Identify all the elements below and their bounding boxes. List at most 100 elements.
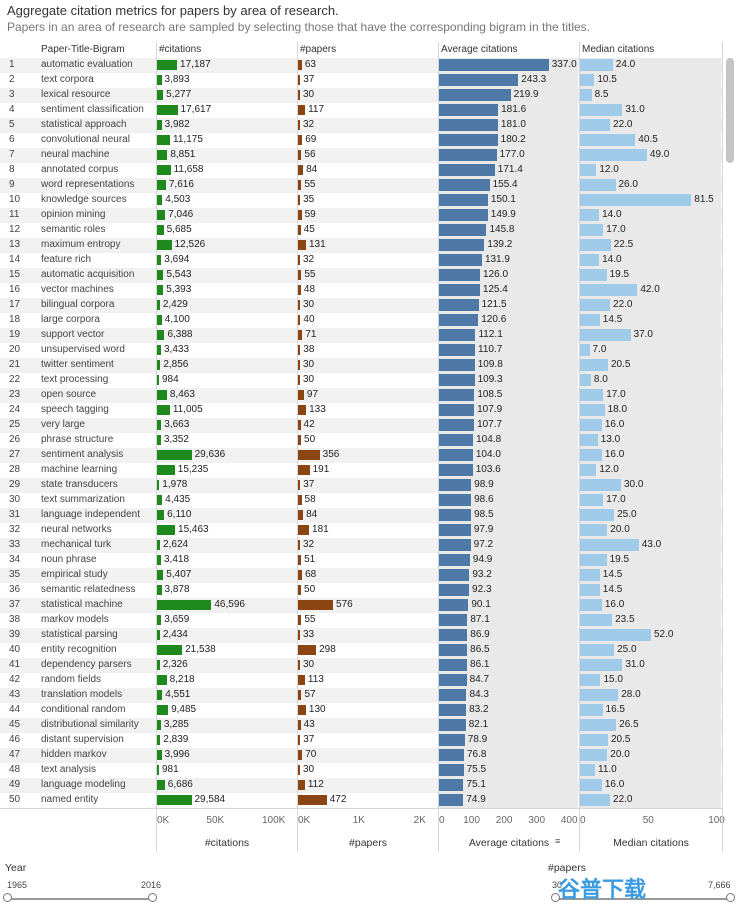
papers-bar[interactable] <box>298 495 302 505</box>
row-bigram-label[interactable]: semantic relatedness <box>41 584 136 595</box>
row-bigram-label[interactable]: mechanical turk <box>41 539 112 550</box>
median-bar[interactable] <box>580 359 608 371</box>
citations-bar[interactable] <box>157 495 163 505</box>
avg-bar[interactable] <box>439 344 476 356</box>
header-bigram[interactable]: Paper-Title-Bigram <box>41 44 125 55</box>
avg-bar[interactable] <box>439 569 470 581</box>
median-bar[interactable] <box>580 344 590 356</box>
citations-bar[interactable] <box>157 600 212 610</box>
row-bigram-label[interactable]: word representations <box>41 179 135 190</box>
row-bigram-label[interactable]: entity recognition <box>41 644 117 655</box>
median-bar[interactable] <box>580 269 607 281</box>
median-bar[interactable] <box>580 614 613 626</box>
papers-bar[interactable] <box>298 360 300 370</box>
papers-bar[interactable] <box>298 210 302 220</box>
row-bigram-label[interactable]: noun phrase <box>41 554 97 565</box>
row-bigram-label[interactable]: dependency parsers <box>41 659 132 670</box>
avg-bar[interactable] <box>439 464 473 476</box>
avg-bar[interactable] <box>439 539 471 551</box>
citations-bar[interactable] <box>157 510 165 520</box>
median-bar[interactable] <box>580 779 602 791</box>
papers-bar[interactable] <box>298 675 305 685</box>
row-bigram-label[interactable]: automatic evaluation <box>41 59 133 70</box>
citations-bar[interactable] <box>157 255 162 265</box>
row-bigram-label[interactable]: text processing <box>41 374 109 385</box>
row-bigram-label[interactable]: lexical resource <box>41 89 111 100</box>
row-bigram-label[interactable]: text summarization <box>41 494 125 505</box>
papers-bar[interactable] <box>298 255 300 265</box>
row-bigram-label[interactable]: opinion mining <box>41 209 106 220</box>
citations-bar[interactable] <box>157 360 161 370</box>
avg-bar[interactable] <box>439 59 549 71</box>
avg-bar[interactable] <box>439 224 487 236</box>
papers-bar[interactable] <box>298 645 317 655</box>
citations-bar[interactable] <box>157 420 162 430</box>
avg-bar[interactable] <box>439 599 469 611</box>
avg-bar[interactable] <box>439 134 498 146</box>
row-bigram-label[interactable]: phrase structure <box>41 434 114 445</box>
papers-bar[interactable] <box>298 795 327 805</box>
median-bar[interactable] <box>580 419 602 431</box>
papers-bar[interactable] <box>298 165 304 175</box>
papers-bar[interactable] <box>298 570 303 580</box>
median-bar[interactable] <box>580 329 631 341</box>
median-bar[interactable] <box>580 524 608 536</box>
papers-bar[interactable] <box>298 90 300 100</box>
avg-bar[interactable] <box>439 329 476 341</box>
vertical-scrollbar[interactable] <box>726 58 734 163</box>
avg-bar[interactable] <box>439 434 474 446</box>
citations-bar[interactable] <box>157 60 178 70</box>
median-bar[interactable] <box>580 539 639 551</box>
median-bar[interactable] <box>580 584 600 596</box>
row-bigram-label[interactable]: convolutional neural <box>41 134 130 145</box>
row-bigram-label[interactable]: neural machine <box>41 149 110 160</box>
citations-bar[interactable] <box>157 225 164 235</box>
row-bigram-label[interactable]: vector machines <box>41 284 114 295</box>
avg-bar[interactable] <box>439 584 470 596</box>
median-bar[interactable] <box>580 449 602 461</box>
papers-bar[interactable] <box>298 120 300 130</box>
median-bar[interactable] <box>580 434 598 446</box>
papers-bar[interactable] <box>298 540 300 550</box>
row-bigram-label[interactable]: statistical parsing <box>41 629 118 640</box>
row-bigram-label[interactable]: sentiment analysis <box>41 449 124 460</box>
row-bigram-label[interactable]: neural networks <box>41 524 112 535</box>
papers-bar[interactable] <box>298 720 301 730</box>
avg-bar[interactable] <box>439 659 468 671</box>
avg-bar[interactable] <box>439 239 485 251</box>
row-bigram-label[interactable]: text analysis <box>41 764 97 775</box>
median-bar[interactable] <box>580 464 597 476</box>
citations-bar[interactable] <box>157 210 166 220</box>
citations-bar[interactable] <box>157 735 161 745</box>
median-bar[interactable] <box>580 119 611 131</box>
row-bigram-label[interactable]: support vector <box>41 329 105 340</box>
avg-bar[interactable] <box>439 179 490 191</box>
row-bigram-label[interactable]: annotated corpus <box>41 164 119 175</box>
avg-bar[interactable] <box>439 374 475 386</box>
avg-bar[interactable] <box>439 524 471 536</box>
median-bar[interactable] <box>580 389 604 401</box>
row-bigram-label[interactable]: language modeling <box>41 779 126 790</box>
papers-bar[interactable] <box>298 480 301 490</box>
avg-bar[interactable] <box>439 764 464 776</box>
avg-bar[interactable] <box>439 209 488 221</box>
papers-bar[interactable] <box>298 630 300 640</box>
row-bigram-label[interactable]: open source <box>41 389 97 400</box>
papers-bar[interactable] <box>298 135 303 145</box>
median-bar[interactable] <box>580 89 592 101</box>
citations-bar[interactable] <box>157 570 164 580</box>
citations-bar[interactable] <box>157 270 164 280</box>
citations-bar[interactable] <box>157 180 166 190</box>
citations-bar[interactable] <box>157 660 160 670</box>
citations-bar[interactable] <box>157 120 162 130</box>
avg-bar[interactable] <box>439 419 475 431</box>
citations-bar[interactable] <box>157 390 167 400</box>
row-bigram-label[interactable]: empirical study <box>41 569 108 580</box>
avg-bar[interactable] <box>439 104 499 116</box>
citations-bar[interactable] <box>157 615 162 625</box>
row-bigram-label[interactable]: conditional random <box>41 704 126 715</box>
row-bigram-label[interactable]: feature rich <box>41 254 92 265</box>
papers-bar[interactable] <box>298 285 301 295</box>
median-bar[interactable] <box>580 659 623 671</box>
papers-bar[interactable] <box>298 345 301 355</box>
